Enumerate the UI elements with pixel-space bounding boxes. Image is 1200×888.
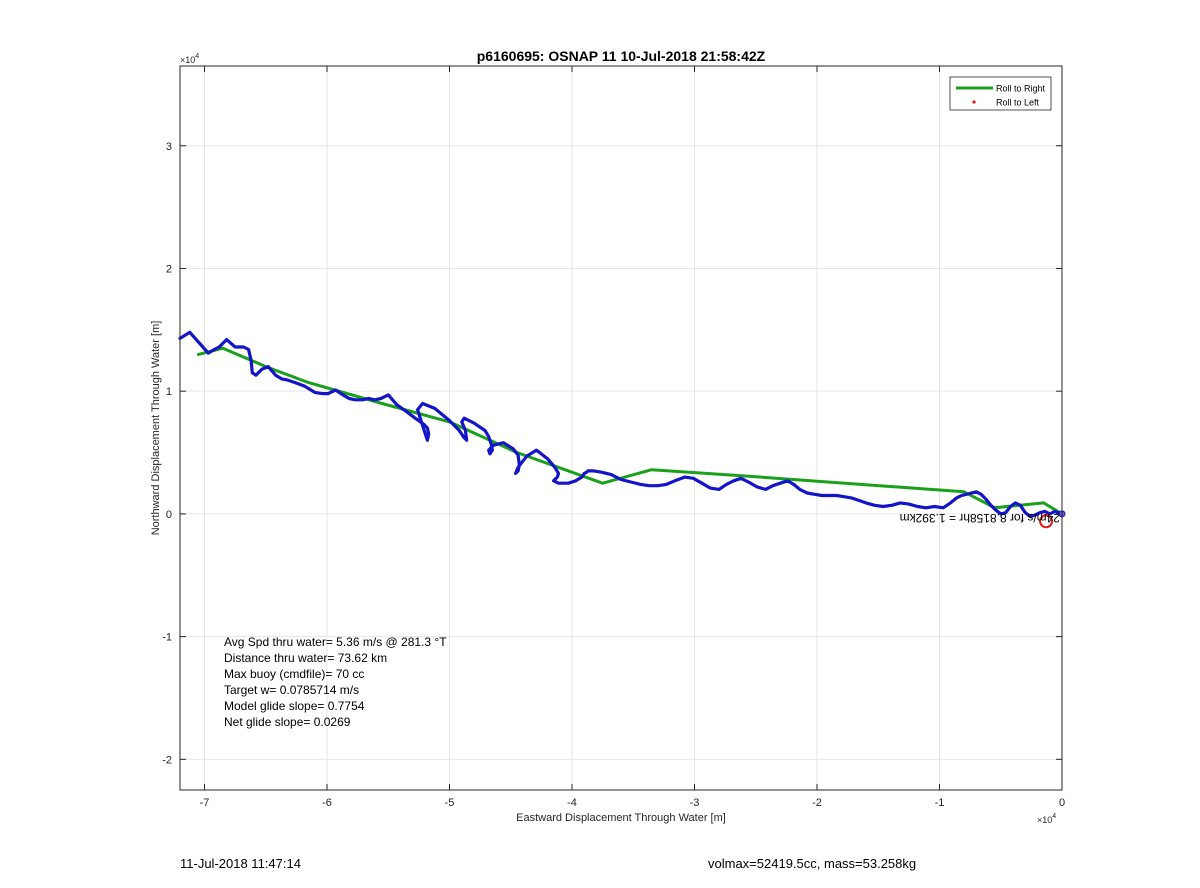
stats-annotations: Avg Spd thru water= 5.36 m/s @ 281.3 °T D… bbox=[224, 635, 447, 729]
x-tick-label: 0 bbox=[1059, 797, 1065, 809]
y-exponent: ×104 bbox=[180, 53, 199, 65]
x-exponent: ×104 bbox=[1037, 813, 1056, 825]
stat-annotation-line: Avg Spd thru water= 5.36 m/s @ 281.3 °T bbox=[224, 635, 447, 649]
stat-annotation-line: Max buoy (cmdfile)= 70 cc bbox=[224, 667, 364, 681]
legend-box bbox=[949, 76, 1052, 111]
series-lines bbox=[178, 330, 1064, 519]
y-tick-label: -2 bbox=[162, 754, 172, 766]
series-track bbox=[178, 330, 1064, 519]
x-tick-label: -3 bbox=[690, 797, 700, 809]
chart-title: p6160695: OSNAP 11 10-Jul-2018 21:58:42Z bbox=[477, 48, 766, 64]
stat-annotation-line: Model glide slope= 0.7754 bbox=[224, 699, 365, 713]
y-axis-label: Northward Displacement Through Water [m] bbox=[150, 321, 162, 536]
x-tick-label: -7 bbox=[200, 797, 210, 809]
stat-annotation-line: Net glide slope= 0.0269 bbox=[224, 715, 351, 729]
footer-mass-info: volmax=52419.5cc, mass=53.258kg bbox=[708, 856, 917, 871]
legend: Roll to Right Roll to Left bbox=[949, 76, 1052, 111]
x-tick-label: -5 bbox=[445, 797, 455, 809]
x-tick-label: -1 bbox=[935, 797, 945, 809]
stat-annotation-line: Distance thru water= 73.62 km bbox=[224, 651, 387, 665]
y-tick-label: 1 bbox=[166, 386, 172, 398]
axis-ticks: -7 -6 -5 -4 -3 -2 -1 0 -2 -1 0 1 2 3 bbox=[162, 66, 1065, 809]
series-roll-to-right bbox=[196, 346, 1064, 516]
axes-box bbox=[179, 65, 1063, 791]
legend-label: Roll to Left bbox=[996, 98, 1040, 108]
grid-lines bbox=[180, 66, 1063, 790]
legend-label: Roll to Right bbox=[996, 84, 1046, 94]
stat-annotation-line: Target w= 0.0785714 m/s bbox=[224, 683, 359, 697]
legend-swatch-dot bbox=[972, 100, 976, 104]
y-tick-label: 3 bbox=[166, 141, 172, 153]
x-tick-label: -6 bbox=[322, 797, 332, 809]
end-position-marker bbox=[1039, 514, 1054, 529]
footer-timestamp: 11-Jul-2018 11:47:14 bbox=[180, 856, 301, 871]
x-axis-label: Eastward Displacement Through Water [m] bbox=[516, 812, 726, 824]
mirrored-annotation: 24m/s for 8.8158hr = 1.392km bbox=[900, 511, 1060, 525]
x-tick-label: -4 bbox=[567, 797, 577, 809]
y-tick-label: 2 bbox=[166, 263, 172, 275]
x-tick-label: -2 bbox=[812, 797, 822, 809]
y-tick-label: 0 bbox=[166, 509, 172, 521]
y-tick-label: -1 bbox=[162, 632, 172, 644]
